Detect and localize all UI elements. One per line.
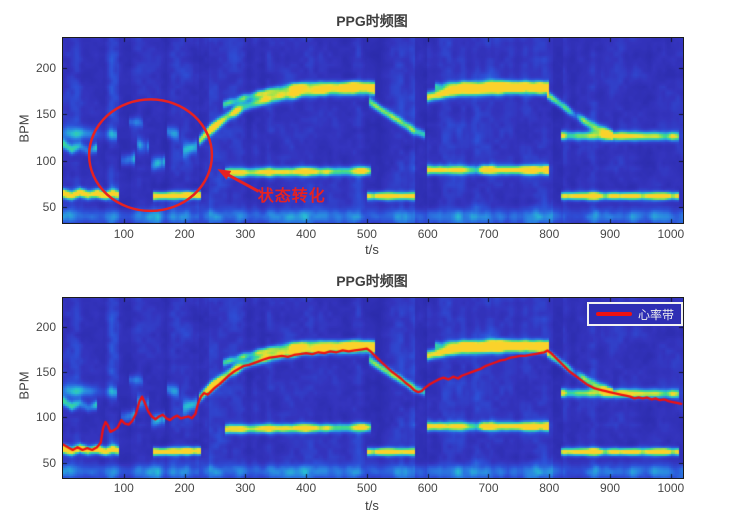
y-tick-label: 150 (35, 107, 56, 122)
bottom-x-axis-label: t/s (365, 498, 379, 513)
bottom-spectrogram-canvas (63, 298, 683, 478)
top-spectrogram-canvas (63, 38, 683, 223)
bottom-spectrogram-plot: 心率带 (62, 297, 684, 479)
top-plot-title: PPG时频图 (336, 13, 408, 29)
x-tick-label: 900 (600, 481, 621, 495)
y-tick-label: 150 (35, 365, 56, 380)
legend-label: 心率带 (638, 307, 675, 322)
y-tick-label: 100 (35, 410, 56, 425)
legend-line-sample (596, 312, 632, 316)
legend-box: 心率带 (587, 302, 684, 326)
x-tick-label: 800 (539, 481, 560, 495)
top-x-axis-label: t/s (365, 242, 379, 257)
x-tick-label: 600 (417, 481, 438, 495)
y-tick-label: 100 (35, 153, 56, 168)
x-tick-label: 200 (174, 481, 195, 495)
x-tick-label: 100 (113, 481, 134, 495)
x-tick-label: 300 (235, 227, 256, 241)
x-tick-label: 700 (478, 481, 499, 495)
x-tick-label: 300 (235, 481, 256, 495)
top-spectrogram-plot (62, 37, 684, 224)
x-tick-label: 500 (356, 481, 377, 495)
y-tick-label: 50 (42, 455, 56, 470)
x-tick-label: 400 (296, 481, 317, 495)
x-tick-label: 1000 (657, 481, 685, 495)
x-tick-label: 400 (296, 227, 317, 241)
x-tick-label: 200 (174, 227, 195, 241)
y-tick-label: 50 (42, 200, 56, 215)
y-tick-label: 200 (35, 60, 56, 75)
y-tick-label: 200 (35, 319, 56, 334)
x-tick-label: 700 (478, 227, 499, 241)
bottom-plot-title: PPG时频图 (336, 273, 408, 289)
x-tick-label: 500 (356, 227, 377, 241)
x-tick-label: 1000 (657, 227, 685, 241)
state-transition-label: 状态转化 (257, 188, 326, 206)
x-tick-label: 600 (417, 227, 438, 241)
x-tick-label: 100 (113, 227, 134, 241)
x-tick-label: 900 (600, 227, 621, 241)
x-tick-label: 800 (539, 227, 560, 241)
